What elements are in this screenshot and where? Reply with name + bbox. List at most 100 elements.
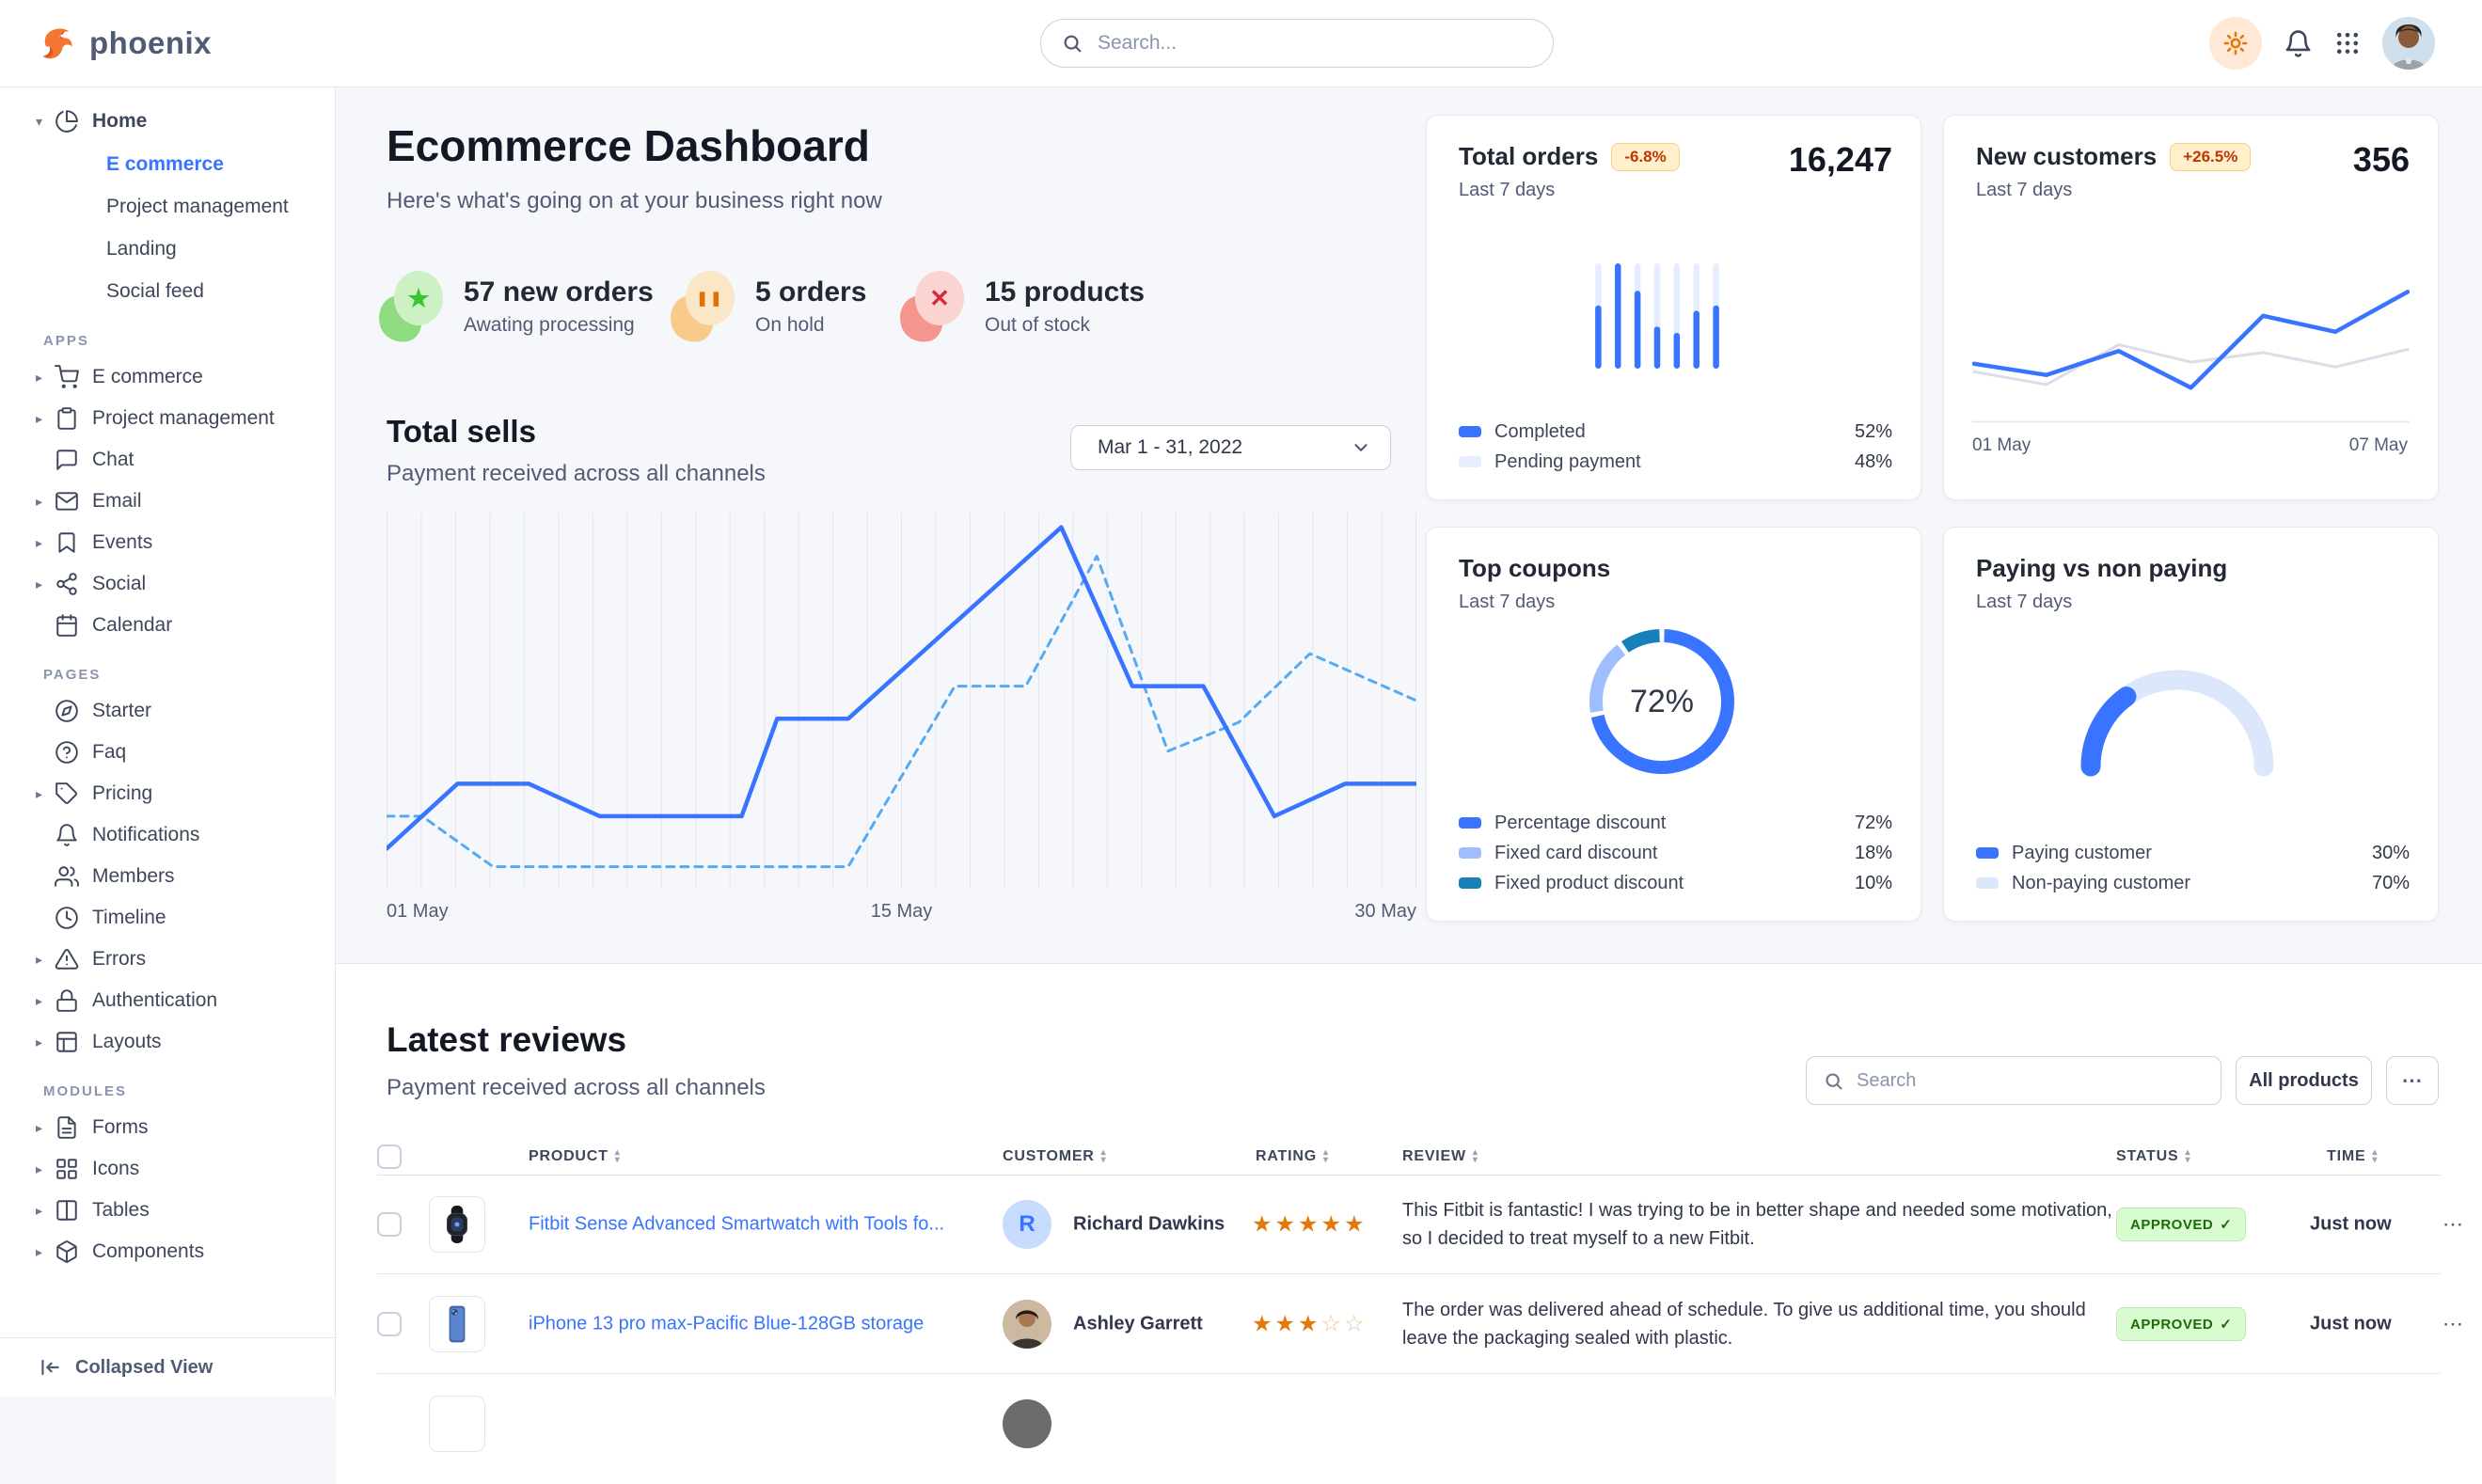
reviews-search[interactable] bbox=[1806, 1056, 2221, 1105]
sidebar-item-chat[interactable]: Chat bbox=[0, 439, 335, 481]
card-title: Top coupons bbox=[1459, 554, 1611, 582]
column-header-rating[interactable]: RATING ▴ ▾ bbox=[1256, 1147, 1329, 1165]
lock-icon bbox=[56, 989, 77, 1012]
sidebar-item-social-feed[interactable]: Social feed bbox=[106, 279, 204, 302]
brand-logo[interactable]: phoenix bbox=[36, 0, 212, 87]
sidebar-item-errors[interactable]: ▸ Errors bbox=[36, 948, 147, 970]
global-search-input[interactable] bbox=[1096, 31, 1543, 55]
reviews-subtitle: Payment received across all channels bbox=[387, 1075, 766, 1100]
legend-label: Fixed card discount bbox=[1494, 842, 1658, 863]
sidebar-item-timeline[interactable]: Timeline bbox=[0, 897, 335, 939]
card-title: New customers bbox=[1976, 142, 2158, 170]
product-image-smartwatch bbox=[446, 1206, 468, 1243]
sidebar-section-pages: PAGES bbox=[43, 667, 102, 683]
row-checkbox[interactable] bbox=[377, 1312, 402, 1336]
row-menu-button[interactable]: ⋯ bbox=[2437, 1211, 2470, 1238]
sidebar-item-e-commerce[interactable]: ▸ E commerce bbox=[36, 365, 203, 388]
card-period: Last 7 days bbox=[1976, 180, 2073, 200]
column-header-time[interactable]: TIME ▴ ▾ bbox=[2327, 1147, 2379, 1165]
product-link[interactable]: Fitbit Sense Advanced Smartwatch with To… bbox=[529, 1213, 945, 1235]
star-filled-icon: ★ bbox=[1298, 1211, 1321, 1238]
sidebar-section-modules: MODULES bbox=[43, 1083, 127, 1099]
sidebar-item-tables[interactable]: ▸ Tables bbox=[36, 1199, 150, 1221]
compass-icon bbox=[55, 700, 78, 722]
total-orders-legend: Completed 52% Pending payment 48% bbox=[1459, 417, 1892, 477]
top-coupons-legend: Percentage discount 72% Fixed card disco… bbox=[1459, 808, 1892, 898]
product-image[interactable] bbox=[429, 1396, 485, 1452]
legend-swatch bbox=[1459, 877, 1481, 889]
sidebar-item-project-management[interactable]: ▸ Project management bbox=[36, 407, 275, 430]
grid-icon bbox=[56, 1159, 77, 1179]
sidebar-item-faq[interactable]: Faq bbox=[0, 732, 335, 773]
total-sells-chart bbox=[384, 513, 1419, 889]
sidebar-item-home[interactable]: ▾ Home bbox=[36, 110, 148, 133]
reviews-menu-button[interactable]: ⋯ bbox=[2386, 1056, 2439, 1105]
review-row: Fitbit Sense Advanced Smartwatch with To… bbox=[336, 1175, 2482, 1274]
select-all-checkbox[interactable] bbox=[377, 1145, 402, 1169]
sidebar-item-icons[interactable]: ▸ Icons bbox=[36, 1158, 140, 1179]
x-tick: 30 May bbox=[1354, 901, 1416, 922]
legend-item-pending-payment: Pending payment 48% bbox=[1459, 447, 1892, 477]
sidebar-item-landing[interactable]: Landing bbox=[106, 237, 177, 260]
sidebar-item-starter[interactable]: Starter bbox=[0, 690, 335, 732]
all-products-button[interactable]: All products bbox=[2236, 1056, 2372, 1105]
apps-grid-button[interactable] bbox=[2334, 30, 2361, 56]
total-orders-bar-chart bbox=[1589, 261, 1726, 372]
sidebar-item-pricing[interactable]: ▸ Pricing bbox=[36, 782, 153, 804]
bell-icon bbox=[56, 824, 77, 846]
pause-icon: ❚❚ bbox=[665, 271, 735, 347]
legend-value: 30% bbox=[2371, 842, 2410, 863]
row-divider bbox=[377, 1273, 2441, 1274]
stat-value: 15 products bbox=[985, 276, 1146, 308]
column-header-review[interactable]: REVIEW ▴ ▾ bbox=[1402, 1147, 1478, 1165]
stat-awating-processing: ★ 57 new orders Awating processing bbox=[373, 271, 654, 347]
user-avatar[interactable] bbox=[2382, 17, 2435, 70]
sidebar-item-e-commerce[interactable]: E commerce bbox=[106, 152, 224, 175]
column-header-status[interactable]: STATUS ▴ ▾ bbox=[2116, 1147, 2191, 1165]
review-text: This Fitbit is fantastic! I was trying t… bbox=[1402, 1200, 2112, 1249]
sidebar-item-authentication[interactable]: ▸ Authentication bbox=[36, 989, 218, 1012]
customer-avatar bbox=[1003, 1399, 1051, 1448]
caret-right-icon: ▸ bbox=[36, 1119, 43, 1135]
theme-toggle-button[interactable] bbox=[2209, 17, 2262, 70]
global-search[interactable] bbox=[1040, 19, 1554, 68]
caret-right-icon: ▸ bbox=[36, 1160, 43, 1176]
sidebar-item-notifications[interactable]: Notifications bbox=[0, 814, 335, 856]
sort-icon: ▴ ▾ bbox=[1100, 1147, 1107, 1165]
star-filled-icon: ★ bbox=[1274, 1211, 1299, 1238]
product-image[interactable] bbox=[429, 1296, 485, 1352]
share-icon bbox=[56, 573, 77, 595]
caret-down-icon: ▾ bbox=[36, 113, 43, 129]
product-link[interactable]: iPhone 13 pro max-Pacific Blue-128GB sto… bbox=[529, 1313, 925, 1334]
sidebar: ▾ Home E commerce Project management Landin… bbox=[0, 87, 336, 1397]
legend-swatch bbox=[1976, 877, 1999, 889]
sidebar-item-layouts[interactable]: ▸ Layouts bbox=[36, 1031, 162, 1052]
caret-right-icon: ▸ bbox=[36, 493, 43, 509]
reviews-table-header: PRODUCT ▴ ▾ CUSTOMER ▴ ▾ RATING ▴ ▾ REVIEW ▴ ▾ S… bbox=[336, 1139, 2482, 1175]
column-header-product[interactable]: PRODUCT ▴ ▾ bbox=[529, 1147, 621, 1165]
sidebar-item-members[interactable]: Members bbox=[0, 856, 335, 897]
sidebar-item-email[interactable]: ▸ Email bbox=[36, 490, 142, 512]
caret-right-icon: ▸ bbox=[36, 1202, 43, 1218]
sidebar-item-calendar[interactable]: Calendar bbox=[0, 605, 335, 646]
sidebar-item-forms[interactable]: ▸ Forms bbox=[36, 1116, 149, 1139]
date-range-select[interactable]: Mar 1 - 31, 2022 bbox=[1070, 425, 1391, 470]
box-icon bbox=[56, 1240, 77, 1263]
column-header-customer[interactable]: CUSTOMER ▴ ▾ bbox=[1003, 1147, 1107, 1165]
row-menu-button[interactable]: ⋯ bbox=[2437, 1311, 2470, 1337]
trend-badge: +26.5% bbox=[2170, 142, 2252, 171]
sort-icon: ▴ ▾ bbox=[1322, 1147, 1329, 1165]
sidebar-item-events[interactable]: ▸ Events bbox=[36, 531, 153, 553]
star-filled-icon: ★ bbox=[1344, 1211, 1367, 1238]
card-period: Last 7 days bbox=[1976, 592, 2073, 612]
sort-icon: ▴ ▾ bbox=[614, 1147, 621, 1165]
reviews-search-input[interactable] bbox=[1855, 1068, 2209, 1093]
total-sells-title: Total sells bbox=[387, 414, 536, 449]
collapsed-view-toggle[interactable]: Collapsed View bbox=[0, 1337, 335, 1397]
product-image[interactable] bbox=[429, 1196, 485, 1253]
notifications-button[interactable] bbox=[2284, 29, 2313, 58]
sidebar-item-components[interactable]: ▸ Components bbox=[36, 1240, 205, 1263]
row-checkbox[interactable] bbox=[377, 1212, 402, 1237]
sidebar-item-social[interactable]: ▸ Social bbox=[36, 573, 147, 595]
sidebar-item-project-management[interactable]: Project management bbox=[106, 195, 289, 217]
